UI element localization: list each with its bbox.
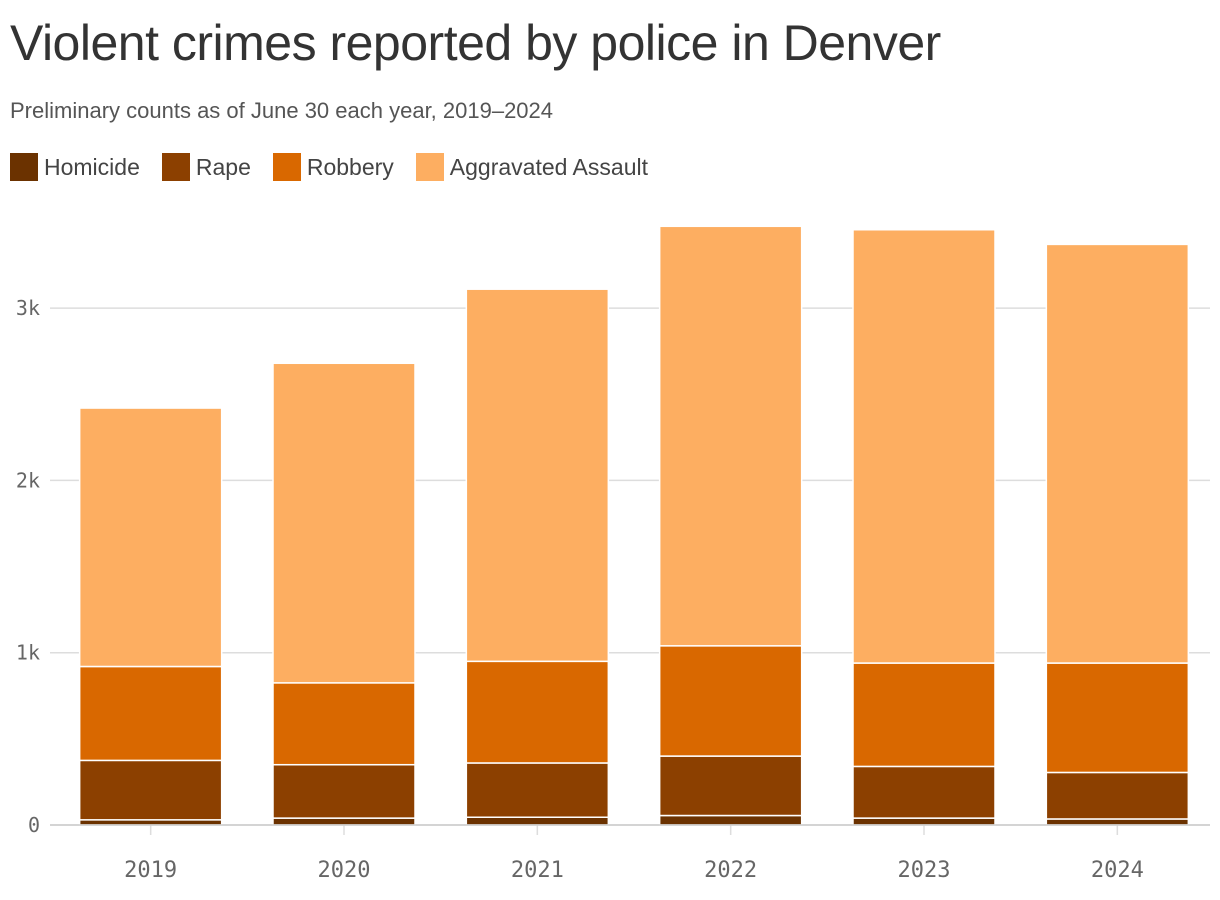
legend-label-rape: Rape	[195, 153, 251, 180]
bar-aggravated-assault-2019	[78, 407, 223, 668]
bar-rape-2019	[78, 759, 223, 821]
bar-homicide-2019	[78, 819, 223, 826]
legend-item-homicide: Homicide	[10, 153, 140, 181]
y-tick-label-0: 0	[28, 813, 40, 837]
y-tick-label-1k: 1k	[16, 641, 40, 665]
bar-rape-2022	[658, 755, 803, 817]
bar-aggravated-assault-2022	[658, 225, 803, 647]
legend: Homicide Rape Robbery Aggravated Assault	[10, 153, 670, 181]
bar-aggravated-assault-2020	[272, 362, 416, 684]
legend-label-homicide: Homicide	[44, 153, 140, 180]
legend-item-aggravated-assault: Aggravated Assault	[415, 153, 648, 181]
bar-robbery-2019	[78, 665, 223, 762]
bar-aggravated-assault-2021	[465, 288, 610, 663]
y-tick-label-3k: 3k	[16, 296, 40, 320]
x-tick-label-2021: 2021	[511, 858, 564, 883]
legend-swatch-robbery	[272, 153, 301, 181]
bar-rape-2023	[852, 765, 996, 819]
chart-title: Violent crimes reported by police in Den…	[10, 15, 941, 71]
bar-rape-2020	[272, 763, 416, 819]
bar-homicide-2023	[852, 817, 996, 826]
x-tick-label-2019: 2019	[124, 858, 177, 883]
legend-label-robbery: Robbery	[306, 153, 394, 180]
bar-homicide-2024	[1045, 818, 1190, 826]
bar-robbery-2022	[658, 645, 803, 757]
legend-swatch-aggravated-assault	[415, 153, 444, 181]
legend-label-aggravated-assault: Aggravated Assault	[449, 153, 648, 180]
x-tick-label-2022: 2022	[704, 858, 757, 883]
bar-rape-2021	[465, 762, 610, 818]
bar-homicide-2021	[465, 816, 610, 826]
bar-robbery-2020	[272, 682, 416, 766]
bar-aggravated-assault-2023	[852, 229, 996, 664]
x-tick-label-2023: 2023	[898, 858, 951, 883]
bar-aggravated-assault-2024	[1045, 243, 1190, 664]
bar-rape-2024	[1045, 771, 1190, 820]
chart-subtitle: Preliminary counts as of June 30 each ye…	[10, 98, 554, 123]
legend-swatch-rape	[161, 153, 190, 181]
bar-homicide-2020	[272, 817, 416, 826]
legend-swatch-homicide	[10, 153, 38, 181]
bar-homicide-2022	[658, 814, 803, 826]
bar-robbery-2023	[852, 662, 996, 768]
bar-robbery-2024	[1045, 662, 1190, 774]
x-tick-label-2020: 2020	[318, 858, 371, 883]
bar-robbery-2021	[465, 660, 610, 764]
legend-item-rape: Rape	[161, 153, 251, 181]
y-tick-label-2k: 2k	[16, 468, 40, 492]
legend-item-robbery: Robbery	[272, 153, 394, 181]
x-tick-label-2024: 2024	[1091, 858, 1144, 883]
